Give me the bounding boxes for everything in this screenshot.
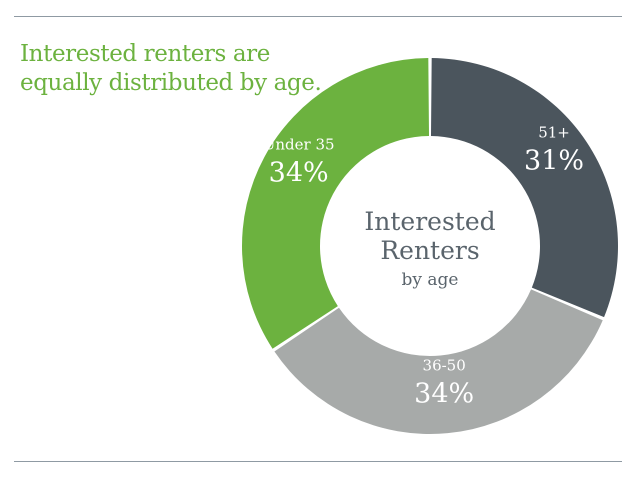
slice-labels: 51+ 31% 36-50 34% Under 35 34%: [263, 123, 584, 409]
slice-value-label: 34%: [414, 378, 474, 409]
headline: Interested renters are equally distribut…: [20, 40, 340, 98]
center-title-line-1: Interested: [364, 207, 495, 236]
slice-value-label: 31%: [524, 145, 584, 176]
slice-value-label: 34%: [269, 158, 329, 189]
top-rule: [14, 16, 622, 17]
bottom-rule: [14, 461, 622, 462]
slice-category-label: 36-50: [423, 356, 466, 374]
slice-category-label: Under 35: [263, 136, 335, 154]
headline-line-1: Interested renters are: [20, 41, 270, 67]
donut-slice-36-50: [274, 289, 603, 434]
donut-slices: [242, 58, 618, 434]
slice-category-label: 51+: [538, 123, 570, 141]
center-title-line-2: Renters: [380, 236, 479, 265]
center-label: Interested Renters by age: [364, 207, 495, 290]
center-subtitle: by age: [402, 270, 459, 290]
donut-slice-under-35: [242, 58, 430, 349]
headline-line-2: equally distributed by age.: [20, 70, 322, 96]
donut-slice-51: [430, 58, 618, 318]
